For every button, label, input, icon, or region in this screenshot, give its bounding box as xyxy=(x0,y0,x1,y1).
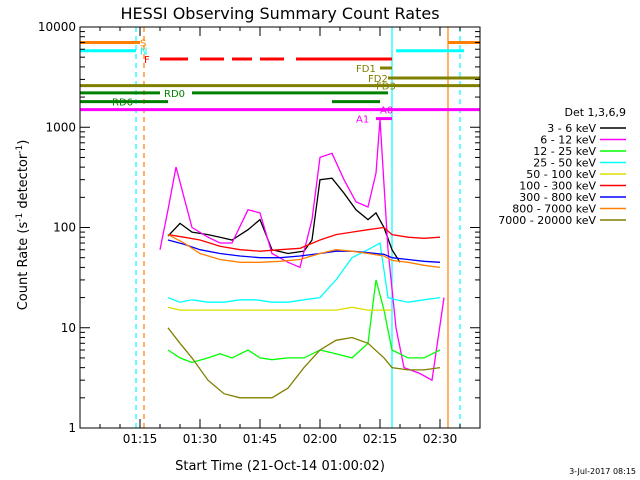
flag-label-a1: A1 xyxy=(356,115,369,126)
y-tick-label-10000: 10000 xyxy=(38,20,76,34)
series-line-7000-20000-kev xyxy=(167,327,441,399)
flag-label-a0: A0 xyxy=(380,106,393,117)
legend-label-7000-20000-kev: 7000 - 20000 keV xyxy=(498,214,596,227)
legend-label-800-7000-kev: 800 - 7000 keV xyxy=(512,203,596,216)
flag-label-fd2: FD2 xyxy=(368,74,388,85)
x-tick-label-02-15: 02:15 xyxy=(363,432,398,446)
legend-label-3-6-kev: 3 - 6 keV xyxy=(547,122,596,135)
y-axis-label-part-3: ) xyxy=(16,140,31,145)
plot-frame xyxy=(79,26,481,429)
x-tick-label-01-30: 01:30 xyxy=(183,432,218,446)
legend-title: Det 1,3,6,9 xyxy=(564,106,626,119)
axes: 1 10 100 1000 10000 01:15 01:30 01:45 02:00 02:15… xyxy=(38,20,480,446)
flag-label-n: N xyxy=(140,47,147,58)
series-line-25-50-kev xyxy=(167,241,441,303)
series-line-800-7000-kev xyxy=(167,234,441,269)
y-tick-label-1000: 1000 xyxy=(45,120,76,134)
y-axis-label-part-1: Count Rate (s xyxy=(16,222,31,311)
legend-label-25-50-kev: 25 - 50 keV xyxy=(533,157,596,170)
x-tick-label-01-45: 01:45 xyxy=(243,432,278,446)
flag-label-rd6: RD6 xyxy=(112,98,133,109)
series-line-6-12-kev xyxy=(159,119,445,382)
flag-label-rd0: RD0 xyxy=(164,89,185,100)
x-axis-label: Start Time (21-Oct-14 01:00:02) xyxy=(175,459,385,474)
flag-label-s: S xyxy=(140,39,146,50)
x-tick-label-01-15: 01:15 xyxy=(123,432,158,446)
y-axis-label-sup-2: -1 xyxy=(15,145,25,154)
y-tick-label-100: 100 xyxy=(53,221,76,235)
series-line-100-300-kev xyxy=(167,226,441,252)
legend-label-300-800-kev: 300 - 800 keV xyxy=(519,191,596,204)
y-axis-label-sup-1: -1 xyxy=(15,213,25,222)
x-tick-label-02-00: 02:00 xyxy=(303,432,338,446)
legend-label-6-12-kev: 6 - 12 keV xyxy=(540,134,596,147)
flag-label-fd3: FD3 xyxy=(376,82,396,93)
series-line-50-100-kev xyxy=(167,306,392,311)
legend-label-12-25-kev: 12 - 25 keV xyxy=(533,145,596,158)
timestamp: 3-Jul-2017 08:15 xyxy=(569,467,636,476)
x-tick-label-02-30: 02:30 xyxy=(423,432,458,446)
series-line-12-25-kev xyxy=(167,279,441,364)
y-axis-label: Count Rate (s-1 detector-1) xyxy=(15,140,31,311)
flag-label-f: F xyxy=(144,55,150,66)
flag-label-fd1: FD1 xyxy=(356,64,376,75)
y-tick-label-1: 1 xyxy=(68,421,76,435)
chart-title: HESSI Observing Summary Count Rates xyxy=(120,4,439,23)
legend-label-100-300-kev: 100 - 300 keV xyxy=(519,180,596,193)
y-axis-label-part-2: detector xyxy=(16,153,31,213)
y-tick-label-10: 10 xyxy=(61,321,76,335)
legend-label-50-100-kev: 50 - 100 keV xyxy=(526,168,596,181)
